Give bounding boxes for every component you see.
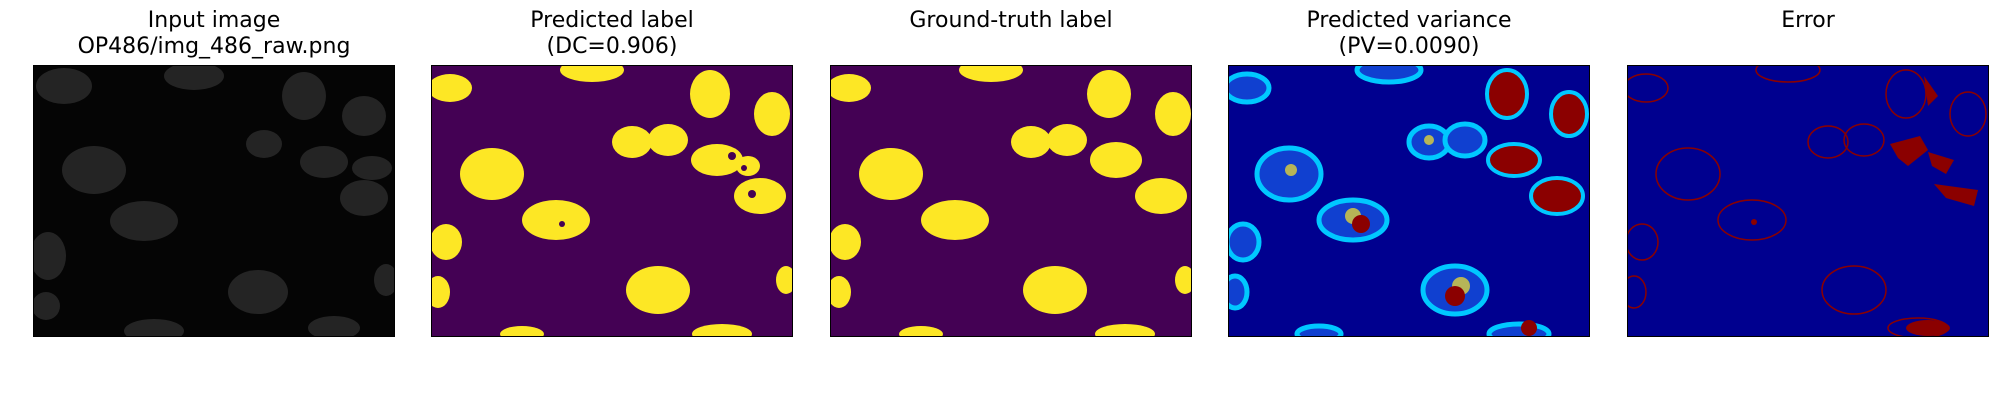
error-frame xyxy=(1627,65,1989,337)
title-line-1: Input image xyxy=(147,8,281,33)
panel-title: Error xyxy=(1597,8,2000,34)
ground-truth-panel: Ground-truth label xyxy=(830,0,1192,340)
predicted-label-panel: Predicted label (DC=0.906) xyxy=(431,0,793,340)
title-line-2: (DC=0.906) xyxy=(546,34,678,59)
panel-title: Predicted label (DC=0.906) xyxy=(401,8,823,60)
input-image-frame xyxy=(33,65,395,337)
predicted-variance-image xyxy=(1229,66,1589,336)
title-line-2: (PV=0.0090) xyxy=(1338,34,1480,59)
title-line-1: Predicted variance xyxy=(1306,8,1512,33)
error-panel: Error xyxy=(1627,0,1989,340)
predicted-label-image xyxy=(432,66,792,336)
title-line-2: OP486/img_486_raw.png xyxy=(77,34,351,59)
predicted-label-frame xyxy=(431,65,793,337)
error-image xyxy=(1628,66,1988,336)
input-image-panel: Input image OP486/img_486_raw.png xyxy=(33,0,395,340)
title-line-2: Ground-truth label xyxy=(909,8,1113,33)
panel-title: Ground-truth label xyxy=(800,8,1222,34)
predicted-variance-panel: Predicted variance (PV=0.0090) xyxy=(1228,0,1590,340)
title-line-1: Predicted label xyxy=(530,8,694,33)
input-image xyxy=(34,66,394,336)
panel-title: Predicted variance (PV=0.0090) xyxy=(1198,8,1620,60)
predicted-variance-frame xyxy=(1228,65,1590,337)
ground-truth-frame xyxy=(830,65,1192,337)
title-line-2: Error xyxy=(1781,8,1835,33)
panel-title: Input image OP486/img_486_raw.png xyxy=(3,8,425,60)
ground-truth-image xyxy=(831,66,1191,336)
